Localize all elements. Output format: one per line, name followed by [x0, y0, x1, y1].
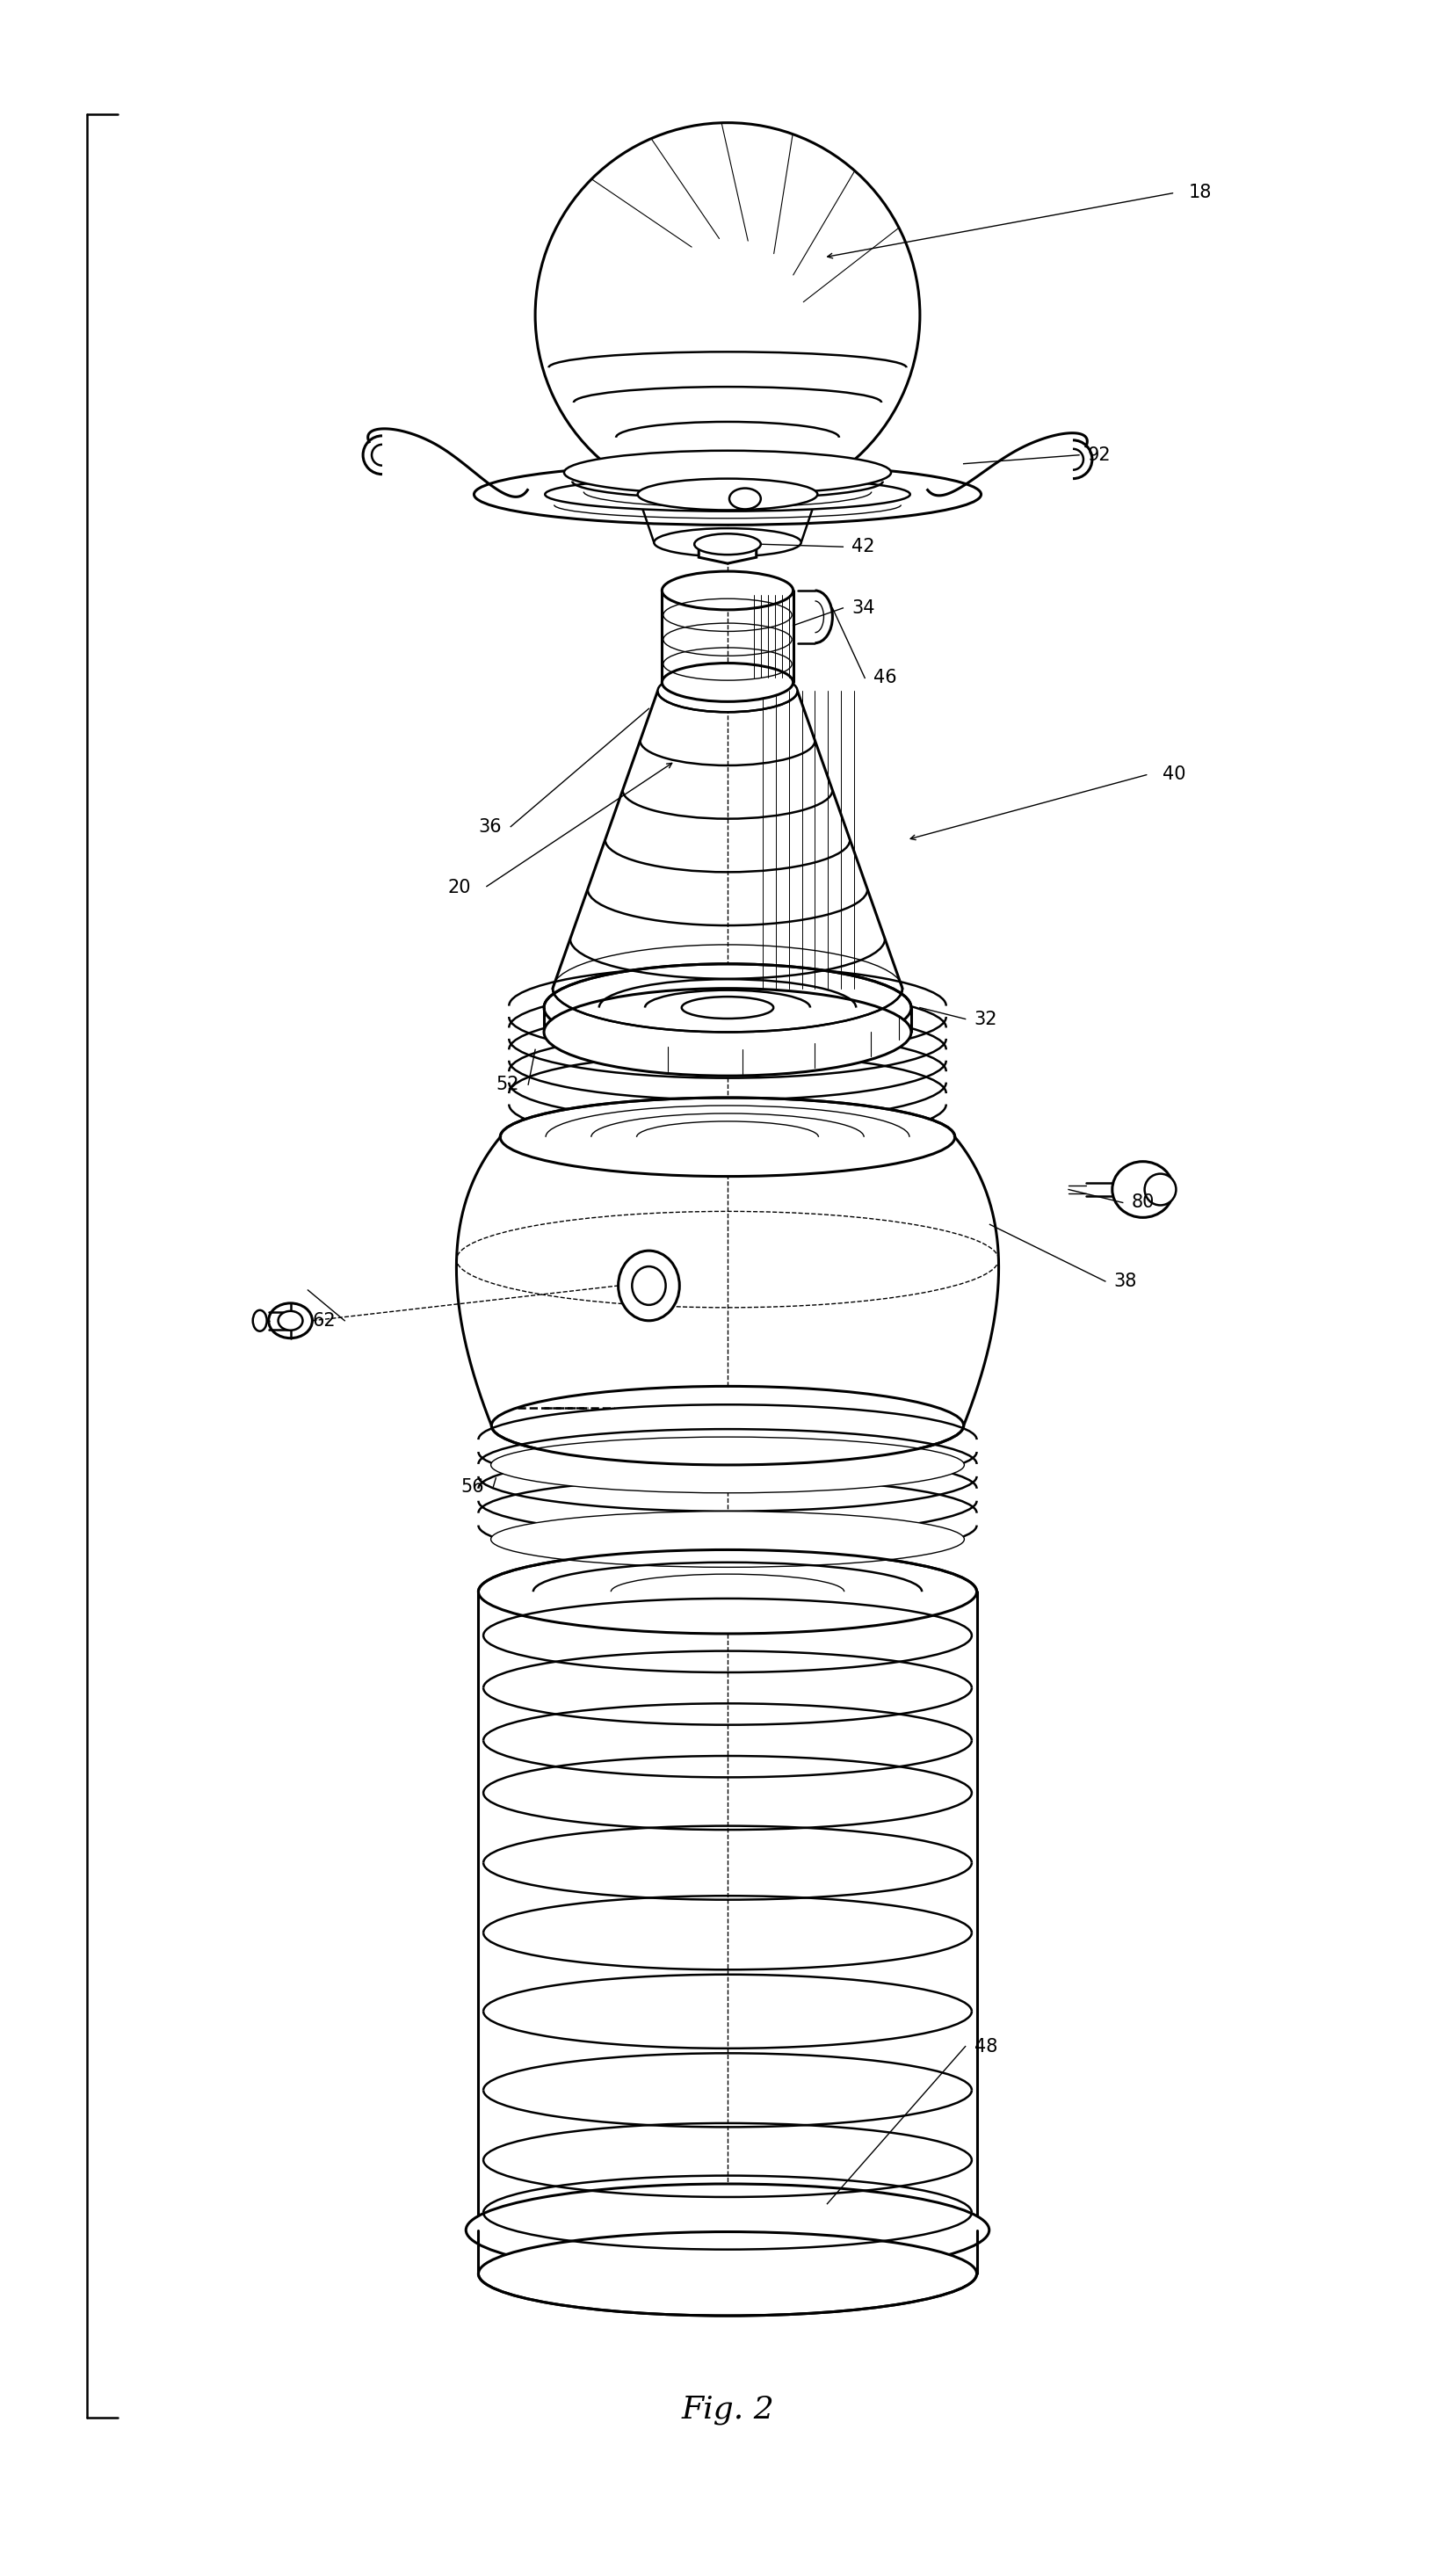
Text: 52: 52: [496, 1075, 520, 1093]
Polygon shape: [699, 540, 756, 563]
Text: 38: 38: [1114, 1272, 1137, 1290]
Ellipse shape: [632, 1267, 665, 1306]
Ellipse shape: [1144, 1175, 1176, 1206]
Text: 36: 36: [479, 817, 502, 835]
Text: 56: 56: [462, 1477, 485, 1495]
Ellipse shape: [729, 489, 761, 509]
Ellipse shape: [638, 479, 817, 509]
Ellipse shape: [619, 1252, 680, 1321]
Ellipse shape: [479, 2232, 977, 2317]
Text: 34: 34: [852, 599, 875, 617]
Ellipse shape: [654, 527, 801, 556]
Ellipse shape: [545, 479, 910, 512]
Ellipse shape: [278, 1311, 303, 1331]
Text: 92: 92: [1088, 445, 1111, 463]
Text: Fig. 2: Fig. 2: [681, 2394, 775, 2424]
Ellipse shape: [563, 451, 891, 494]
Text: 32: 32: [974, 1011, 997, 1027]
Ellipse shape: [253, 1311, 266, 1331]
Ellipse shape: [466, 2184, 989, 2276]
Text: 40: 40: [1162, 765, 1185, 783]
Ellipse shape: [1112, 1162, 1174, 1219]
Text: 62: 62: [313, 1311, 336, 1329]
Ellipse shape: [662, 663, 794, 701]
Text: 80: 80: [1131, 1193, 1155, 1211]
Ellipse shape: [491, 1510, 964, 1567]
Ellipse shape: [545, 988, 911, 1075]
Ellipse shape: [475, 463, 981, 525]
Ellipse shape: [695, 532, 761, 556]
Text: 18: 18: [1188, 184, 1211, 202]
Ellipse shape: [662, 571, 794, 609]
Ellipse shape: [492, 1385, 964, 1464]
Ellipse shape: [268, 1303, 312, 1339]
Text: 20: 20: [448, 878, 472, 896]
Ellipse shape: [501, 1098, 955, 1178]
Text: 46: 46: [874, 668, 897, 686]
Ellipse shape: [545, 965, 911, 1052]
Ellipse shape: [491, 1436, 964, 1492]
Ellipse shape: [658, 671, 798, 712]
Ellipse shape: [536, 123, 920, 507]
Text: 48: 48: [974, 2038, 997, 2056]
Ellipse shape: [479, 1549, 977, 1633]
Text: 42: 42: [852, 538, 875, 556]
